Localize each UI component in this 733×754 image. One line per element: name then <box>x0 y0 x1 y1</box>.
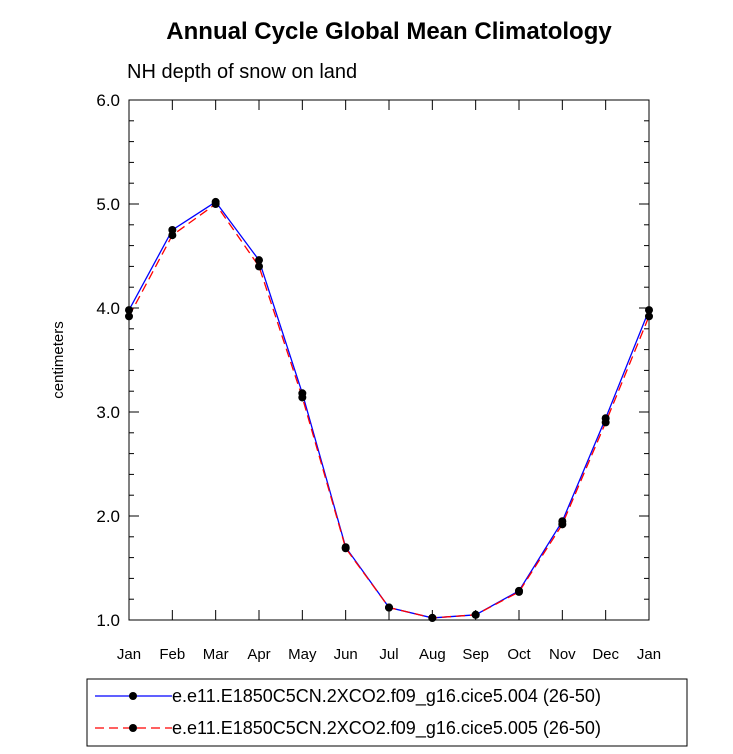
x-tick-label: Jul <box>379 646 398 663</box>
x-tick-label: Apr <box>247 646 270 663</box>
chart-title: Annual Cycle Global Mean Climatology <box>166 18 612 45</box>
series-1-point <box>125 306 133 315</box>
series-2-point <box>125 312 133 321</box>
series-2-point <box>645 312 653 321</box>
x-tick-label: May <box>288 646 317 663</box>
x-tick-label: Sep <box>462 646 489 663</box>
x-tick-label: Jan <box>637 646 661 663</box>
y-tick-label: 5.0 <box>96 195 120 214</box>
x-tick-label: Jan <box>117 646 141 663</box>
chart-subtitle: NH depth of snow on land <box>127 61 357 83</box>
y-axis-label: centimeters <box>50 321 67 399</box>
y-tick-label: 3.0 <box>96 403 120 422</box>
series-2-point <box>428 613 437 622</box>
series-2-point <box>341 544 350 553</box>
series-line-2 <box>128 203 650 619</box>
series-1-point <box>645 306 653 315</box>
y-tick-label: 6.0 <box>96 91 120 110</box>
y-tick-label: 1.0 <box>96 611 120 630</box>
x-tick-label: Oct <box>507 646 531 663</box>
legend-box <box>86 678 688 747</box>
x-tick-label: Dec <box>592 646 619 663</box>
series-2-point <box>211 200 220 208</box>
legend-entry-1: e.e11.E1850C5CN.2XCO2.f09_g16.cice5.004 … <box>172 686 601 707</box>
series-2-point <box>601 418 610 427</box>
x-tick-label: Nov <box>549 646 576 663</box>
series-2-point <box>298 393 307 402</box>
series-2-point <box>385 603 393 612</box>
legend-marker-2 <box>129 724 137 732</box>
legend-entry-2: e.e11.E1850C5CN.2XCO2.f09_g16.cice5.005 … <box>172 718 601 739</box>
plot-frame <box>128 99 650 621</box>
series-1-point <box>255 256 263 265</box>
series-2-point <box>471 610 480 619</box>
x-tick-label: Mar <box>203 646 229 663</box>
series-2-point <box>168 231 177 240</box>
x-tick-label: Feb <box>159 646 185 663</box>
y-tick-label: 2.0 <box>96 507 120 526</box>
legend-marker-1 <box>129 692 137 700</box>
x-tick-label: Aug <box>419 646 446 663</box>
series-2-point <box>255 262 263 271</box>
x-tick-label: Jun <box>334 646 358 663</box>
series-2-point <box>515 587 523 596</box>
series-line-1 <box>128 201 650 619</box>
series-2-point <box>558 520 567 529</box>
y-tick-label: 4.0 <box>96 299 120 318</box>
